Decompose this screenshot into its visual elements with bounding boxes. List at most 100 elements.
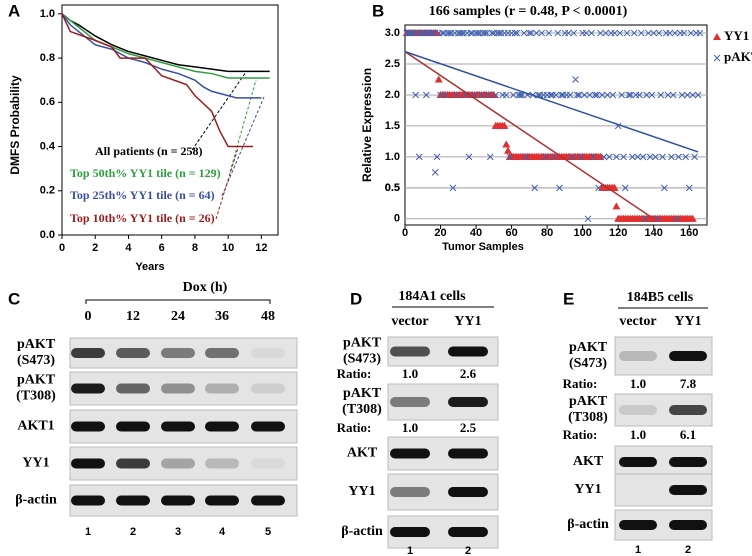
point — [437, 91, 444, 99]
point — [643, 91, 650, 99]
x-tick-label: 4 — [125, 242, 132, 254]
legend-label: All patients (n = 258) — [95, 144, 203, 158]
point — [453, 91, 460, 99]
point — [485, 91, 492, 99]
band — [669, 351, 707, 361]
y-tick-label: 0.8 — [40, 52, 55, 64]
point — [634, 153, 642, 161]
point — [572, 76, 579, 83]
point — [554, 29, 562, 37]
point — [489, 90, 498, 98]
x-tick-label: 160 — [680, 227, 698, 239]
y-tick-label: 0.0 — [40, 229, 55, 241]
point — [605, 153, 613, 161]
lane-number: 1 — [635, 544, 641, 556]
point — [552, 91, 560, 99]
point — [408, 29, 416, 37]
plot-frame — [61, 4, 279, 236]
band — [390, 448, 430, 459]
band — [161, 348, 195, 358]
trend-line — [404, 51, 655, 220]
band — [251, 421, 285, 432]
band — [116, 458, 150, 469]
point — [502, 91, 510, 99]
row-label: (T308) — [568, 410, 608, 425]
point — [657, 91, 665, 99]
x-axis-label: Tumor Samples — [442, 241, 524, 253]
point — [668, 153, 675, 161]
survival-line — [61, 13, 270, 73]
point — [575, 91, 583, 99]
lane-label: vector — [619, 314, 656, 329]
point — [645, 29, 652, 37]
band — [251, 458, 285, 469]
ratio-value: 1.0 — [630, 427, 646, 442]
bracket — [85, 299, 271, 304]
point — [688, 214, 697, 222]
y-tick-label: 0.4 — [40, 140, 56, 152]
band — [390, 487, 430, 497]
band — [390, 527, 430, 537]
y-tick-label: 2.5 — [385, 58, 400, 70]
point — [513, 29, 521, 37]
point — [621, 184, 629, 192]
point — [531, 184, 539, 192]
leader-line — [229, 79, 257, 173]
point — [678, 91, 686, 99]
legend-label: Top 10th% YY1 tile (n = 26) — [70, 211, 215, 225]
row-label: pAKT — [569, 340, 608, 355]
point — [669, 91, 677, 99]
band — [161, 421, 195, 432]
band — [669, 405, 707, 415]
point — [545, 29, 553, 37]
lane-label: 36 — [215, 309, 229, 324]
point — [691, 153, 698, 161]
lane-number: 4 — [219, 526, 226, 538]
plot-frame — [404, 24, 708, 226]
row-label: (S473) — [343, 352, 381, 367]
lane-label: YY1 — [674, 314, 701, 329]
row-label: (S473) — [17, 353, 55, 368]
y-tick-label: 0.5 — [385, 182, 400, 194]
row-label: pAKT — [343, 336, 382, 351]
ratio-label: Ratio: — [563, 376, 598, 391]
point — [550, 153, 558, 161]
panel-letter: B — [372, 1, 384, 20]
point — [653, 215, 661, 223]
point — [527, 29, 535, 37]
panel-letter: E — [563, 289, 574, 308]
x-tick-label: 0 — [59, 242, 65, 254]
point — [641, 215, 649, 223]
band — [116, 348, 150, 358]
point — [483, 29, 491, 37]
point — [492, 91, 499, 99]
band — [448, 448, 488, 459]
x-tick-label: 120 — [609, 227, 627, 239]
point — [520, 29, 528, 37]
ratio-label: Ratio: — [337, 366, 372, 381]
point — [588, 29, 595, 37]
band — [619, 520, 657, 530]
point — [664, 91, 672, 99]
point — [525, 29, 533, 37]
ratio-value: 1.0 — [402, 420, 418, 435]
point — [600, 153, 608, 161]
blot-strip — [69, 446, 298, 481]
point — [620, 153, 627, 161]
point — [511, 29, 519, 37]
band — [619, 351, 657, 361]
leader-line — [215, 147, 239, 220]
y-tick-label: 2.0 — [385, 89, 400, 101]
point — [591, 91, 599, 99]
lane-number: 2 — [130, 526, 136, 538]
row-label: YY1 — [574, 482, 601, 497]
band — [71, 421, 105, 432]
survival-line — [61, 13, 254, 148]
row-label: β-actin — [341, 524, 383, 539]
point — [517, 91, 524, 99]
point — [557, 91, 565, 99]
point — [598, 91, 606, 99]
point — [682, 153, 690, 161]
band — [619, 405, 657, 415]
point — [604, 91, 611, 99]
